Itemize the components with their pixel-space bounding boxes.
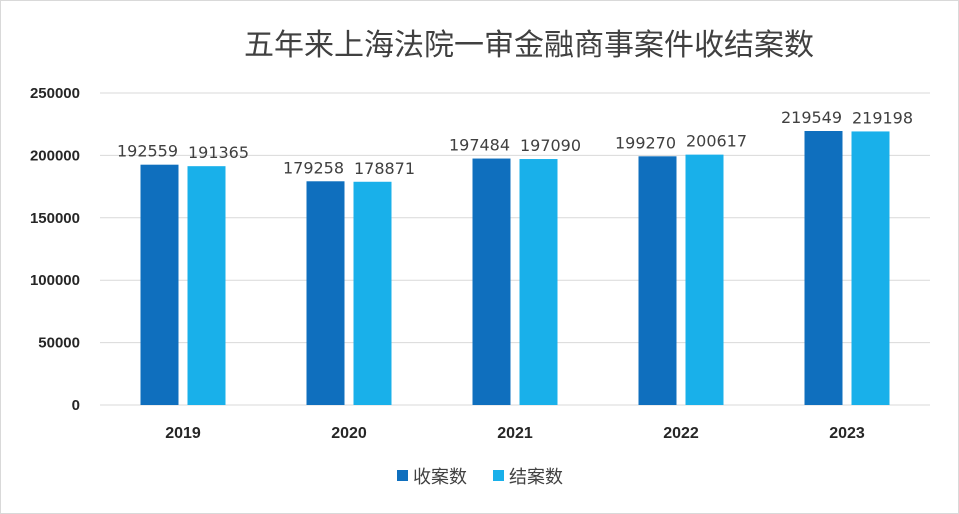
x-axis-ticks: 2019 2020 2021 2022 2023 [165,425,865,442]
data-label: 192559 [117,142,178,161]
data-label: 197484 [449,136,510,155]
bar-received-2023 [804,131,843,405]
legend-label: 结案数 [509,467,563,488]
y-axis-ticks: 0 50000 100000 150000 200000 250000 [30,85,80,414]
legend: 收案数 结案数 [397,467,563,488]
bar-closed-2019 [187,166,226,405]
bar-closed-2021 [519,159,558,405]
legend-swatch [493,470,504,481]
bars [140,131,890,405]
x-tick-label: 2021 [497,425,533,442]
x-tick-label: 2022 [663,425,699,442]
bar-received-2022 [638,156,677,405]
data-labels: 192559 191365 179258 178871 197484 197090 1992… [117,108,913,178]
gridlines [100,92,930,406]
data-label: 199270 [615,133,676,152]
x-tick-label: 2019 [165,425,201,442]
data-label: 219198 [852,108,913,127]
y-tick-label: 150000 [30,210,80,227]
bar-closed-2020 [353,181,392,405]
data-label: 200617 [686,132,747,151]
chart-title: 五年来上海法院一审金融商事案件收结案数 [244,28,814,63]
bar-closed-2023 [851,131,890,405]
data-label: 178871 [354,159,415,178]
bar-received-2021 [472,158,511,405]
data-label: 197090 [520,136,581,155]
y-tick-label: 200000 [30,147,80,164]
data-label: 179258 [283,158,344,177]
bar-closed-2022 [685,154,724,405]
data-label: 219549 [781,108,842,127]
x-tick-label: 2023 [829,425,865,442]
y-tick-label: 50000 [38,335,80,352]
y-tick-label: 100000 [30,272,80,289]
legend-label: 收案数 [413,467,467,488]
bar-received-2020 [306,181,345,405]
x-tick-label: 2020 [331,425,367,442]
data-label: 191365 [188,143,249,162]
y-tick-label: 0 [72,397,80,414]
legend-swatch [397,470,408,481]
y-tick-label: 250000 [30,85,80,102]
bar-received-2019 [140,164,179,405]
